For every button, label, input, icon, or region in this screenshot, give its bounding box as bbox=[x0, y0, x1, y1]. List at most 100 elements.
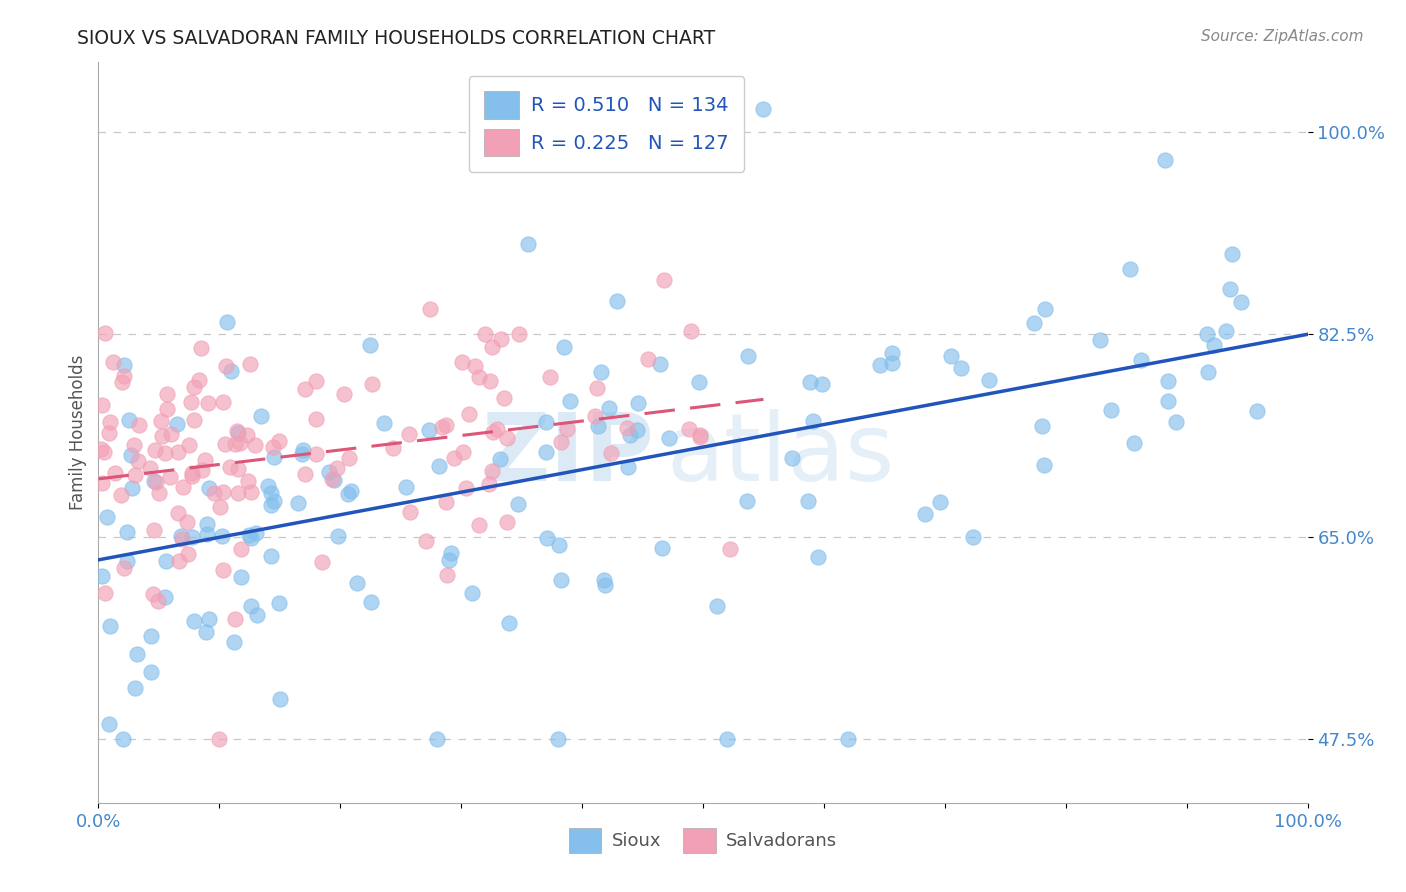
Point bbox=[617, 460, 640, 475]
Point bbox=[1154, 153, 1177, 167]
Point bbox=[381, 442, 404, 456]
Point bbox=[333, 386, 356, 401]
Point bbox=[246, 607, 269, 622]
Point bbox=[198, 481, 221, 495]
Point bbox=[706, 599, 728, 614]
Point bbox=[801, 414, 824, 428]
Point bbox=[593, 578, 616, 592]
Point bbox=[188, 373, 211, 387]
Point bbox=[211, 395, 233, 409]
Point bbox=[508, 498, 530, 512]
Point bbox=[1031, 419, 1053, 434]
Point bbox=[239, 484, 262, 499]
Point bbox=[249, 409, 271, 424]
Point bbox=[305, 412, 328, 426]
Point bbox=[437, 553, 460, 567]
Point bbox=[534, 415, 557, 429]
Point bbox=[112, 358, 135, 372]
Point bbox=[112, 561, 135, 575]
Point bbox=[547, 538, 569, 552]
Point bbox=[882, 356, 904, 370]
Point bbox=[124, 467, 146, 482]
Point bbox=[291, 446, 314, 460]
Point bbox=[651, 541, 673, 556]
Legend: Sioux, Salvadorans: Sioux, Salvadorans bbox=[561, 821, 845, 861]
Point bbox=[224, 611, 246, 625]
Point bbox=[191, 462, 214, 476]
Point bbox=[211, 529, 233, 543]
Point bbox=[218, 459, 240, 474]
Point bbox=[294, 467, 316, 481]
Point bbox=[180, 469, 202, 483]
Point bbox=[194, 625, 217, 640]
Point bbox=[1229, 295, 1251, 310]
Point bbox=[1195, 327, 1218, 342]
Point bbox=[498, 615, 520, 630]
Point bbox=[267, 596, 290, 610]
Point bbox=[166, 417, 188, 431]
Point bbox=[678, 422, 700, 436]
Point bbox=[1215, 324, 1237, 338]
Point bbox=[436, 568, 458, 582]
Point bbox=[939, 349, 962, 363]
Point bbox=[153, 446, 176, 460]
Point bbox=[658, 432, 681, 446]
Point bbox=[267, 434, 290, 448]
Point bbox=[226, 485, 249, 500]
Point bbox=[1033, 301, 1056, 316]
Point bbox=[451, 355, 474, 369]
Point bbox=[167, 554, 190, 568]
Point bbox=[716, 732, 738, 747]
Point bbox=[1164, 415, 1187, 429]
Point bbox=[1032, 458, 1054, 472]
Point bbox=[627, 395, 650, 409]
Point bbox=[167, 506, 190, 520]
Point bbox=[426, 732, 449, 747]
Point bbox=[190, 342, 212, 356]
Point bbox=[239, 357, 262, 371]
Point bbox=[326, 461, 349, 475]
Point bbox=[170, 529, 193, 543]
Point bbox=[294, 382, 316, 396]
Point bbox=[599, 446, 621, 460]
Point bbox=[94, 326, 117, 341]
Point bbox=[91, 476, 114, 491]
Point bbox=[807, 550, 830, 565]
Point bbox=[1219, 282, 1241, 296]
Point bbox=[418, 423, 440, 437]
Point bbox=[195, 517, 218, 532]
Text: ZIP: ZIP bbox=[482, 409, 655, 500]
Point bbox=[111, 375, 134, 389]
Point bbox=[799, 376, 821, 390]
Point bbox=[1024, 316, 1046, 330]
Text: atlas: atlas bbox=[666, 409, 896, 500]
Point bbox=[183, 379, 205, 393]
Point bbox=[553, 340, 575, 354]
Point bbox=[166, 444, 188, 458]
Point bbox=[141, 665, 163, 679]
Point bbox=[156, 401, 179, 416]
Point bbox=[124, 681, 146, 695]
Point bbox=[929, 495, 952, 509]
Point bbox=[837, 732, 859, 747]
Point bbox=[914, 507, 936, 521]
Point bbox=[328, 529, 350, 543]
Point bbox=[516, 236, 538, 251]
Point bbox=[239, 599, 262, 613]
Point bbox=[226, 462, 249, 476]
Point bbox=[292, 442, 315, 457]
Point bbox=[127, 454, 149, 468]
Point bbox=[962, 530, 984, 544]
Point bbox=[215, 359, 238, 373]
Point bbox=[1246, 404, 1268, 418]
Point bbox=[239, 531, 262, 545]
Point bbox=[214, 437, 236, 451]
Point bbox=[880, 346, 903, 360]
Point bbox=[305, 447, 328, 461]
Point bbox=[689, 430, 711, 444]
Point bbox=[489, 332, 512, 346]
Point bbox=[583, 409, 606, 423]
Point bbox=[150, 428, 173, 442]
Point bbox=[194, 453, 217, 467]
Point bbox=[311, 555, 333, 569]
